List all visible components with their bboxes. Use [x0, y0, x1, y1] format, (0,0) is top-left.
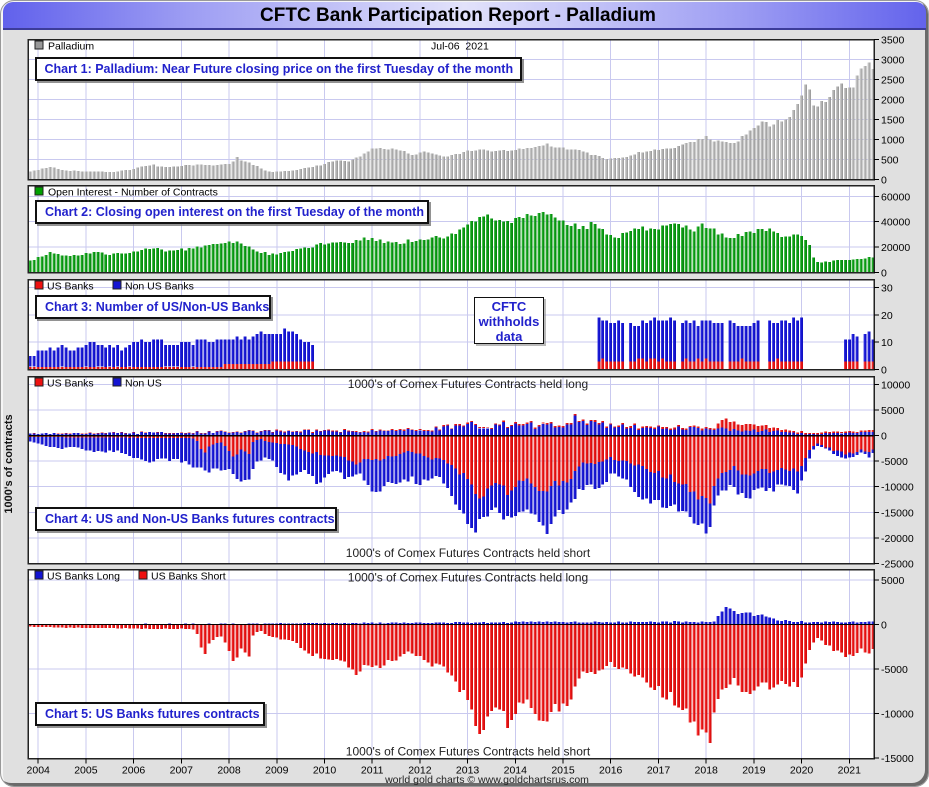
svg-text:2500: 2500 — [881, 75, 905, 87]
svg-text:3500: 3500 — [881, 35, 905, 47]
svg-text:2013: 2013 — [456, 765, 480, 777]
svg-text:world gold charts © www.goldch: world gold charts © www.goldchartsrus.co… — [384, 774, 589, 786]
svg-text:US Banks Short: US Banks Short — [151, 571, 226, 583]
svg-text:2021: 2021 — [838, 765, 862, 777]
svg-text:-15000: -15000 — [881, 507, 914, 519]
svg-text:2017: 2017 — [647, 765, 671, 777]
svg-text:10: 10 — [881, 337, 893, 349]
svg-text:0: 0 — [881, 620, 887, 632]
svg-text:1000's of Comex Futures Contra: 1000's of Comex Futures Contracts held s… — [346, 745, 591, 759]
svg-text:2019: 2019 — [742, 765, 766, 777]
svg-text:2015: 2015 — [551, 765, 575, 777]
svg-text:2020: 2020 — [790, 765, 814, 777]
svg-text:Jul-06 2021: Jul-06 2021 — [431, 41, 489, 53]
svg-text:2000: 2000 — [881, 95, 905, 107]
svg-text:20: 20 — [881, 310, 893, 322]
svg-text:2016: 2016 — [599, 765, 623, 777]
svg-text:-5000: -5000 — [881, 456, 908, 468]
svg-text:500: 500 — [881, 155, 899, 167]
svg-text:-5000: -5000 — [881, 664, 908, 676]
svg-text:-10000: -10000 — [881, 482, 914, 494]
svg-text:2009: 2009 — [265, 765, 289, 777]
svg-text:30: 30 — [881, 283, 893, 295]
svg-text:2005: 2005 — [74, 765, 98, 777]
svg-text:2011: 2011 — [361, 765, 384, 777]
svg-text:2012: 2012 — [408, 765, 432, 777]
svg-text:2004: 2004 — [27, 765, 51, 777]
svg-text:2014: 2014 — [504, 765, 528, 777]
svg-text:1000's of Comex Futures Contra: 1000's of Comex Futures Contracts held l… — [348, 377, 588, 391]
svg-text:2007: 2007 — [170, 765, 194, 777]
svg-text:US Banks Long: US Banks Long — [47, 571, 120, 583]
svg-text:0: 0 — [881, 431, 887, 443]
svg-text:-25000: -25000 — [881, 559, 914, 571]
svg-text:-15000: -15000 — [881, 753, 914, 765]
svg-text:2008: 2008 — [217, 765, 241, 777]
svg-text:US Banks: US Banks — [47, 281, 94, 293]
svg-text:1000's of Comex Futures Contra: 1000's of Comex Futures Contracts held s… — [346, 546, 591, 560]
svg-text:1500: 1500 — [881, 115, 905, 127]
svg-text:Palladium: Palladium — [48, 41, 94, 53]
svg-text:0: 0 — [881, 175, 887, 187]
svg-text:Non US: Non US — [125, 378, 162, 390]
svg-text:2010: 2010 — [313, 765, 337, 777]
svg-text:5000: 5000 — [881, 405, 905, 417]
svg-text:0: 0 — [881, 268, 887, 280]
svg-text:-10000: -10000 — [881, 708, 914, 720]
svg-text:1000's of contracts: 1000's of contracts — [3, 414, 15, 513]
svg-text:40000: 40000 — [881, 217, 910, 229]
svg-text:60000: 60000 — [881, 191, 910, 203]
svg-text:-20000: -20000 — [881, 533, 914, 545]
svg-text:1000's of Comex Futures Contra: 1000's of Comex Futures Contracts held l… — [348, 571, 588, 585]
svg-text:0: 0 — [881, 365, 887, 377]
svg-text:10000: 10000 — [881, 379, 910, 391]
svg-text:1000: 1000 — [881, 135, 905, 147]
svg-text:US Banks: US Banks — [47, 378, 94, 390]
svg-text:20000: 20000 — [881, 242, 910, 254]
svg-text:2006: 2006 — [122, 765, 146, 777]
svg-text:2018: 2018 — [695, 765, 719, 777]
svg-text:Open Interest - Number of Cont: Open Interest - Number of Contracts — [48, 187, 218, 199]
svg-text:3000: 3000 — [881, 55, 905, 67]
svg-text:Non US Banks: Non US Banks — [125, 281, 194, 293]
svg-text:5000: 5000 — [881, 575, 905, 587]
